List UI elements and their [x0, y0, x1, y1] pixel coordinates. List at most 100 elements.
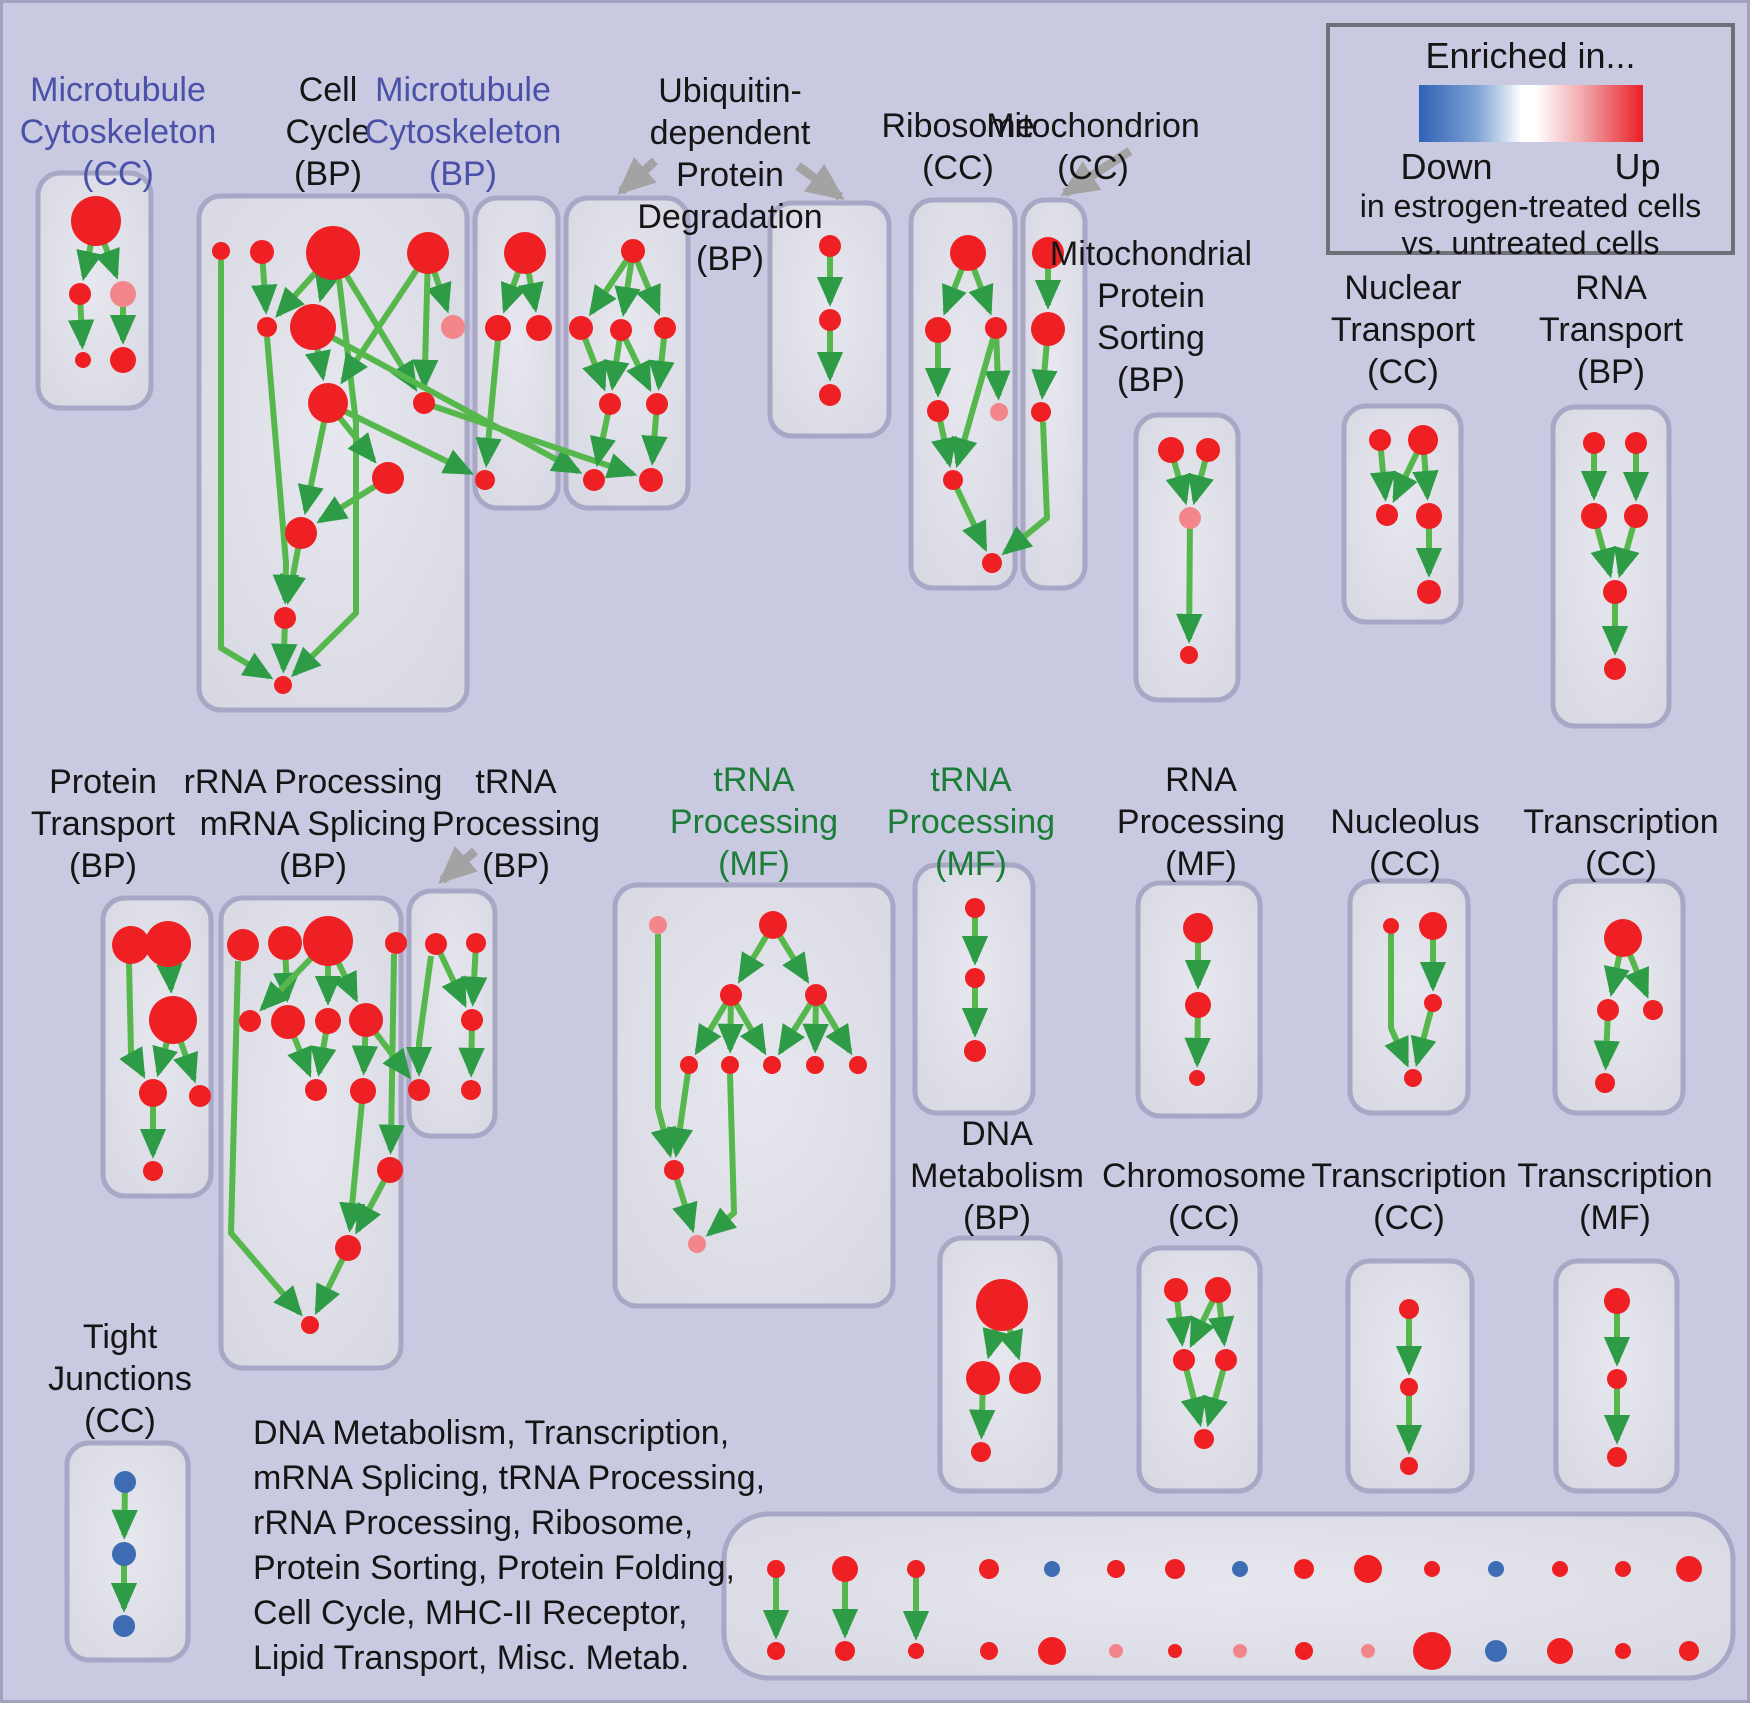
go-term-node[interactable] [485, 315, 511, 341]
go-term-node[interactable] [610, 319, 632, 341]
go-term-node[interactable] [1196, 438, 1220, 462]
go-term-node[interactable] [971, 1442, 991, 1462]
go-term-node[interactable] [1361, 1644, 1375, 1658]
go-term-node[interactable] [1185, 992, 1211, 1018]
go-term-node[interactable] [227, 929, 259, 961]
go-term-node[interactable] [1031, 402, 1051, 422]
go-term-node[interactable] [250, 240, 274, 264]
go-term-node[interactable] [1485, 1640, 1507, 1662]
go-term-node[interactable] [1424, 1561, 1440, 1577]
go-term-node[interactable] [646, 393, 668, 415]
go-term-node[interactable] [407, 232, 449, 274]
go-term-node[interactable] [1173, 1349, 1195, 1371]
go-term-node[interactable] [315, 1008, 341, 1034]
go-term-node[interactable] [257, 317, 277, 337]
go-term-node[interactable] [1031, 312, 1065, 346]
go-term-node[interactable] [849, 1056, 867, 1074]
go-term-node[interactable] [990, 403, 1008, 421]
go-term-node[interactable] [305, 1079, 327, 1101]
go-term-node[interactable] [1625, 432, 1647, 454]
go-term-node[interactable] [526, 315, 552, 341]
go-term-node[interactable] [907, 1560, 925, 1578]
go-term-node[interactable] [1369, 429, 1391, 451]
go-term-node[interactable] [639, 468, 663, 492]
go-term-node[interactable] [1399, 1299, 1419, 1319]
go-term-node[interactable] [1488, 1561, 1504, 1577]
go-term-node[interactable] [149, 996, 197, 1044]
go-term-node[interactable] [1294, 1559, 1314, 1579]
go-term-node[interactable] [349, 1003, 383, 1037]
go-term-node[interactable] [1679, 1641, 1699, 1661]
go-term-node[interactable] [408, 1079, 430, 1101]
go-term-node[interactable] [301, 1316, 319, 1334]
go-term-node[interactable] [113, 1615, 135, 1637]
go-term-node[interactable] [112, 926, 150, 964]
go-term-node[interactable] [927, 400, 949, 422]
go-term-node[interactable] [1676, 1556, 1702, 1582]
go-term-node[interactable] [1164, 1278, 1188, 1302]
go-term-node[interactable] [1615, 1561, 1631, 1577]
go-term-node[interactable] [654, 317, 676, 339]
go-term-node[interactable] [966, 1361, 1000, 1395]
go-term-node[interactable] [1044, 1561, 1060, 1577]
go-term-node[interactable] [110, 281, 136, 307]
go-term-node[interactable] [110, 347, 136, 373]
go-term-node[interactable] [688, 1235, 706, 1253]
go-term-node[interactable] [835, 1641, 855, 1661]
go-term-node[interactable] [1419, 912, 1447, 940]
go-term-node[interactable] [303, 916, 353, 966]
go-term-node[interactable] [274, 607, 296, 629]
go-term-node[interactable] [1383, 918, 1399, 934]
go-term-node[interactable] [1158, 437, 1184, 463]
go-term-node[interactable] [1109, 1644, 1123, 1658]
go-term-node[interactable] [1607, 1369, 1627, 1389]
go-term-node[interactable] [1615, 1643, 1631, 1659]
go-term-node[interactable] [1205, 1277, 1231, 1303]
go-term-node[interactable] [239, 1010, 261, 1032]
go-term-node[interactable] [145, 921, 191, 967]
go-term-node[interactable] [75, 352, 91, 368]
go-term-node[interactable] [1107, 1560, 1125, 1578]
go-term-node[interactable] [806, 1056, 824, 1074]
go-term-node[interactable] [1400, 1378, 1418, 1396]
go-term-node[interactable] [832, 1556, 858, 1582]
go-term-node[interactable] [112, 1542, 136, 1566]
go-term-node[interactable] [114, 1471, 136, 1493]
go-term-node[interactable] [819, 309, 841, 331]
go-term-node[interactable] [1295, 1642, 1313, 1660]
go-term-node[interactable] [461, 1080, 481, 1100]
go-term-node[interactable] [1604, 658, 1626, 680]
go-term-node[interactable] [1404, 1069, 1422, 1087]
go-term-node[interactable] [1604, 1288, 1630, 1314]
go-term-node[interactable] [1603, 580, 1627, 604]
go-term-node[interactable] [1604, 919, 1642, 957]
go-term-node[interactable] [982, 553, 1002, 573]
go-term-node[interactable] [964, 1040, 986, 1062]
go-term-node[interactable] [274, 676, 292, 694]
go-term-node[interactable] [1179, 507, 1201, 529]
go-term-node[interactable] [1168, 1644, 1182, 1658]
go-term-node[interactable] [1009, 1362, 1041, 1394]
go-term-node[interactable] [985, 317, 1007, 339]
go-term-node[interactable] [1643, 1000, 1663, 1020]
go-term-node[interactable] [680, 1056, 698, 1074]
go-term-node[interactable] [1194, 1429, 1214, 1449]
go-term-node[interactable] [1417, 580, 1441, 604]
go-term-node[interactable] [335, 1235, 361, 1261]
go-term-node[interactable] [1597, 999, 1619, 1021]
go-term-node[interactable] [1552, 1561, 1568, 1577]
go-term-node[interactable] [1583, 432, 1605, 454]
go-term-node[interactable] [767, 1560, 785, 1578]
go-term-node[interactable] [805, 984, 827, 1006]
go-term-node[interactable] [285, 517, 317, 549]
go-term-node[interactable] [1189, 1070, 1205, 1086]
go-term-node[interactable] [1547, 1638, 1573, 1664]
go-term-node[interactable] [599, 393, 621, 415]
go-term-node[interactable] [943, 470, 963, 490]
go-term-node[interactable] [69, 283, 91, 305]
go-term-node[interactable] [1413, 1632, 1451, 1670]
go-term-node[interactable] [350, 1078, 376, 1104]
go-term-node[interactable] [1232, 1561, 1248, 1577]
go-term-node[interactable] [466, 933, 486, 953]
go-term-node[interactable] [819, 384, 841, 406]
